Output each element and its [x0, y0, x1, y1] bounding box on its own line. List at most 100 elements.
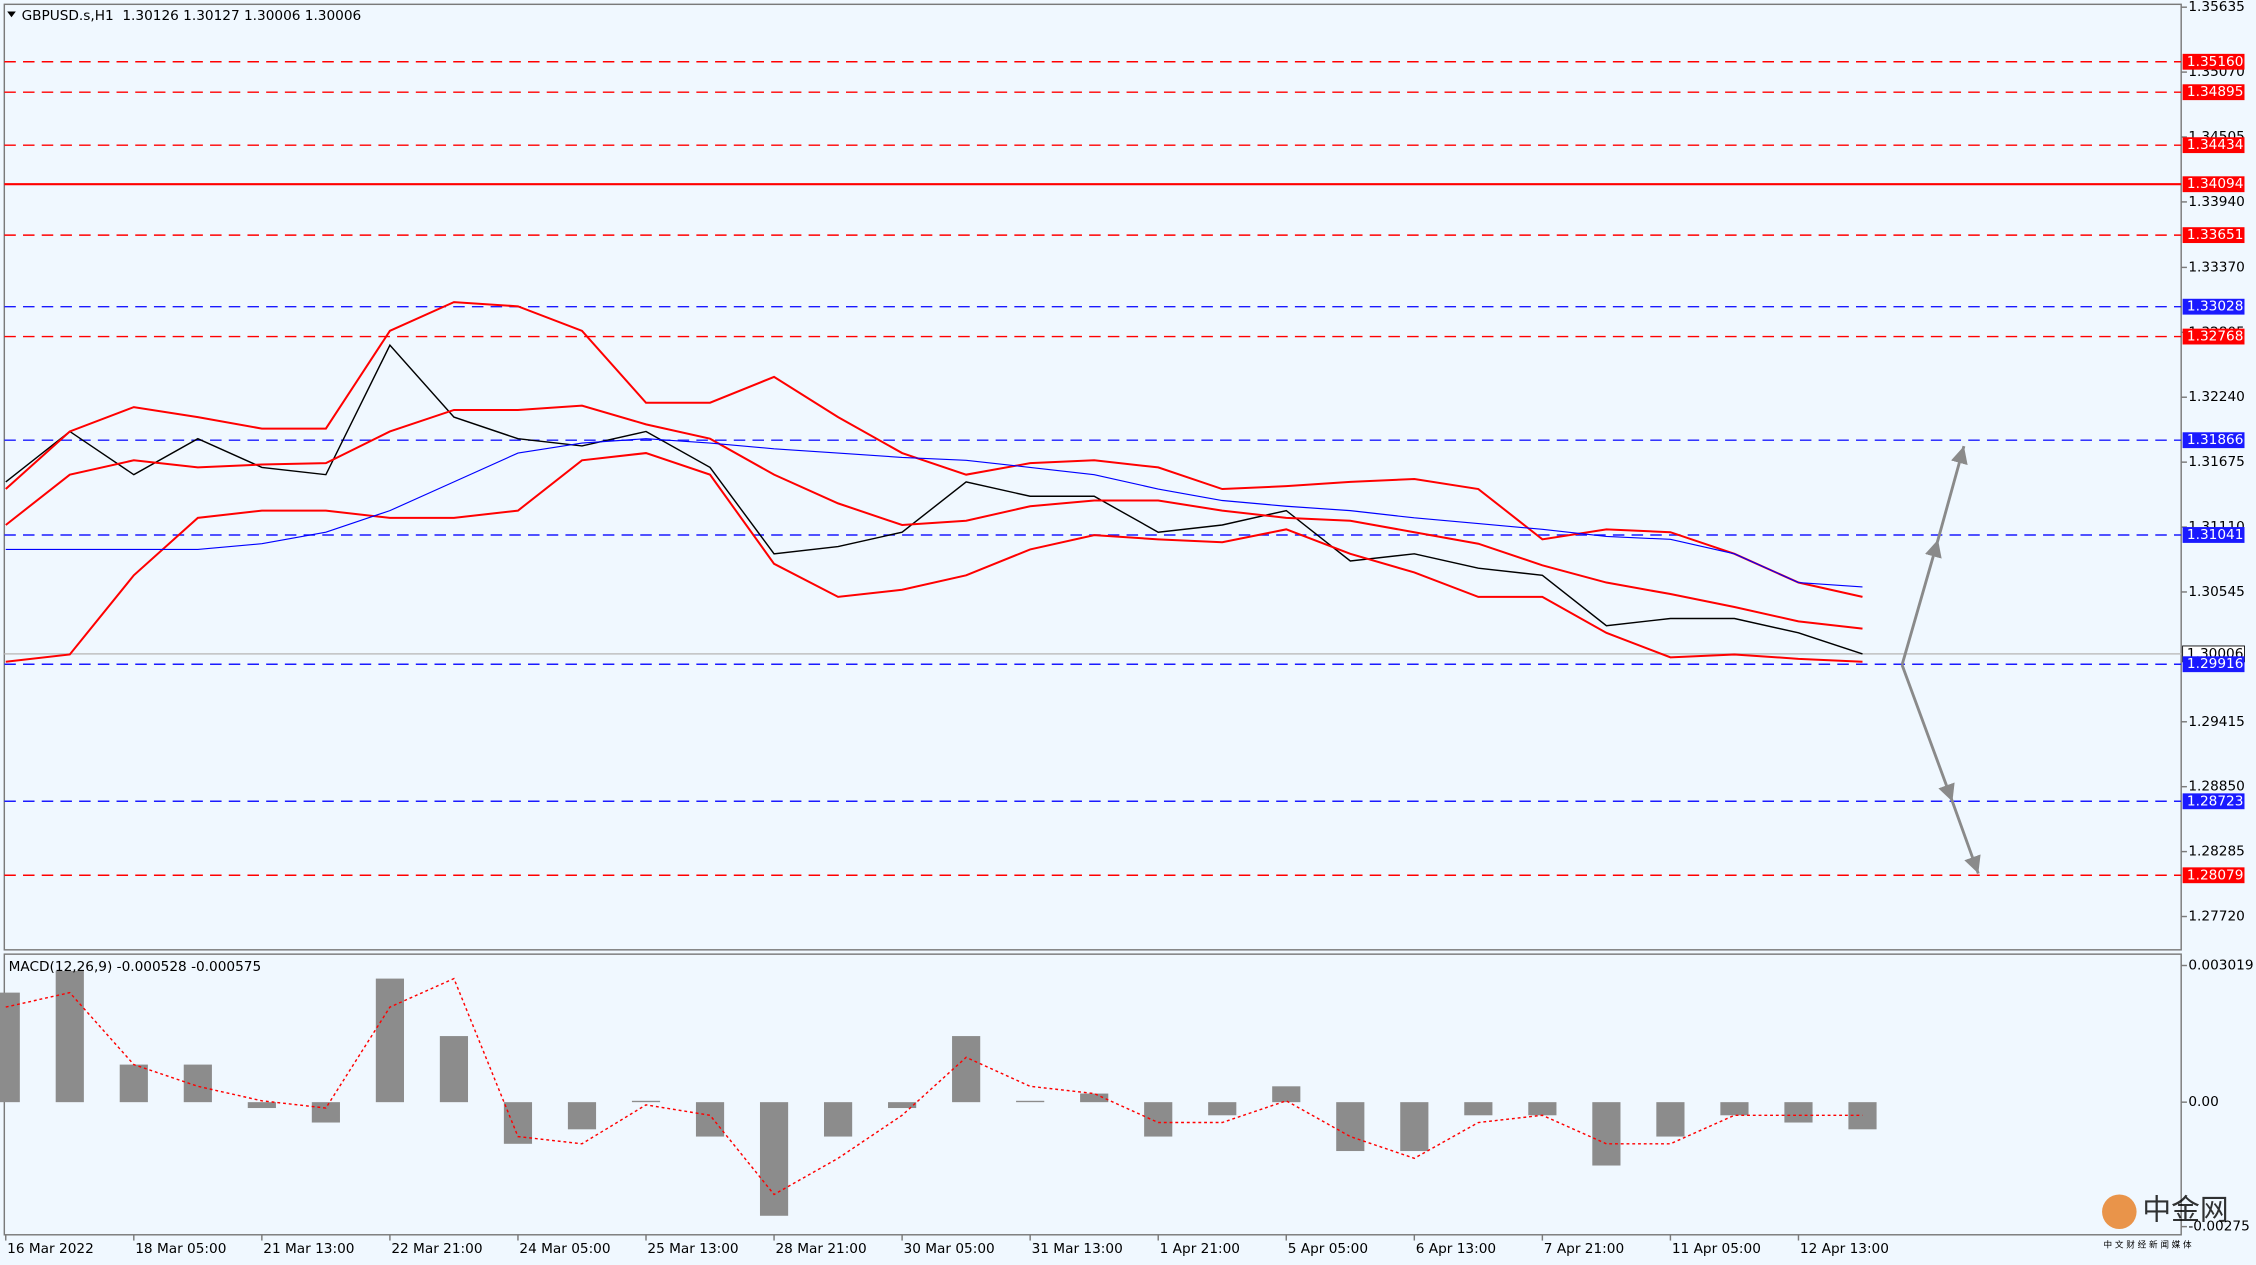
level-label-bg: [2182, 793, 2245, 810]
macd-bar: [567, 1102, 597, 1130]
macd-bar: [1720, 1102, 1749, 1116]
macd-panel: [0, 970, 1877, 1216]
macd-bar: [1208, 1102, 1237, 1116]
y-tick-label: 1.30545: [2188, 584, 2244, 600]
level-label: 1.32768: [2187, 329, 2243, 345]
level-label-bg: [2182, 867, 2245, 884]
y-tick-label: 1.28850: [2188, 779, 2244, 795]
level-label-bg: [2182, 176, 2245, 193]
y-tick-label: 1.27720: [2188, 909, 2244, 925]
level-label-bg: [2182, 527, 2245, 543]
level-label: 1.33651: [2187, 227, 2243, 243]
x-tick-label: 1 Apr 21:00: [1160, 1241, 1240, 1257]
macd-bar: [952, 1036, 981, 1103]
macd-bar: [1272, 1086, 1301, 1103]
series-line: [5, 301, 1863, 598]
y-tick-label: 0.003019: [2188, 958, 2253, 974]
macd-bar: [1528, 1102, 1557, 1116]
level-label-bg: [2182, 298, 2245, 315]
x-tick-label: 28 Mar 21:00: [776, 1241, 867, 1257]
level-label-bg: [2182, 432, 2245, 449]
level-label-bg: [2182, 84, 2245, 101]
macd-bar: [1144, 1102, 1173, 1137]
y-tick-label: 0.00: [2188, 1094, 2218, 1110]
y-tick-label: 1.28285: [2188, 844, 2244, 860]
x-tick-label: 31 Mar 13:00: [1032, 1241, 1123, 1257]
macd-title: MACD(12,26,9) -0.000528 -0.000575: [9, 959, 262, 975]
macd-bar: [1080, 1093, 1109, 1103]
y-tick-label: 1.29415: [2188, 714, 2244, 730]
y-tick-label: 1.31675: [2188, 454, 2244, 470]
y-tick-label: 1.33370: [2188, 259, 2244, 275]
level-label: 1.29916: [2187, 656, 2243, 672]
macd-bar: [1336, 1102, 1365, 1152]
level-label: 1.35160: [2187, 54, 2243, 70]
level-label-bg: [2182, 53, 2245, 70]
x-tick-label: 7 Apr 21:00: [1544, 1241, 1624, 1257]
macd-bar: [1464, 1102, 1493, 1116]
level-label-bg: [2182, 656, 2245, 673]
level-label: 1.34434: [2187, 137, 2243, 153]
macd-bar: [0, 992, 20, 1103]
y-tick-label: 1.32240: [2188, 389, 2244, 405]
macd-bar: [824, 1102, 853, 1137]
level-label: 1.28079: [2187, 867, 2243, 883]
series-line: [5, 404, 1863, 630]
down-arrow: [1900, 664, 1981, 875]
macd-bar: [1656, 1102, 1685, 1137]
y-tick-label: 1.35635: [2188, 0, 2244, 15]
collapse-icon: [7, 11, 16, 18]
macd-bar: [119, 1064, 148, 1103]
macd-bar: [503, 1102, 533, 1144]
macd-bar: [1784, 1102, 1813, 1123]
macd-bar: [1592, 1102, 1621, 1166]
level-label: 1.28723: [2187, 793, 2243, 809]
series-line: [5, 452, 1863, 663]
series-line: [5, 438, 1863, 588]
price-panel-frame: [3, 3, 2182, 951]
macd-bar: [631, 1100, 661, 1103]
x-tick-label: 22 Mar 21:00: [391, 1241, 482, 1257]
level-label: 1.33028: [2187, 299, 2243, 315]
level-label-bg: [2182, 137, 2245, 154]
macd-bar: [311, 1102, 340, 1123]
watermark-tagline: 中 文 财 经 新 闻 媒 体: [2103, 1238, 2192, 1250]
macd-bar: [439, 1036, 469, 1103]
level-label-bg: [2182, 328, 2245, 345]
level-label-bg: [2182, 227, 2245, 244]
y-tick-label: -0.00275: [2188, 1219, 2249, 1235]
x-tick-label: 24 Mar 05:00: [519, 1241, 610, 1257]
x-tick-label: 18 Mar 05:00: [135, 1241, 226, 1257]
macd-bar: [55, 970, 84, 1103]
macd-bar: [247, 1102, 276, 1109]
level-label: 1.31866: [2187, 432, 2243, 448]
x-tick-label: 6 Apr 13:00: [1416, 1241, 1496, 1257]
level-label: 1.34094: [2187, 176, 2243, 192]
up-arrow: [1900, 445, 1968, 666]
macd-bar: [695, 1102, 725, 1137]
watermark-text: 中金网: [2142, 1193, 2228, 1227]
y-tick-label: 1.33940: [2188, 194, 2244, 210]
x-tick-label: 12 Apr 13:00: [1800, 1241, 1889, 1257]
x-tick-label: 30 Mar 05:00: [904, 1241, 995, 1257]
macd-bar: [375, 978, 404, 1103]
series-line: [5, 343, 1863, 655]
watermark-logo: [2102, 1194, 2137, 1230]
axes: 1.356351.350701.345051.339401.333701.328…: [5, 0, 2254, 1257]
x-tick-label: 5 Apr 05:00: [1288, 1241, 1368, 1257]
macd-bar: [1400, 1102, 1429, 1152]
x-tick-label: 25 Mar 13:00: [647, 1241, 738, 1257]
price-title: GBPUSD.s,H1 1.30126 1.30127 1.30006 1.30…: [22, 8, 362, 24]
price-panel: [4, 61, 2182, 876]
x-tick-label: 21 Mar 13:00: [263, 1241, 354, 1257]
level-label: 1.34895: [2187, 84, 2243, 100]
series-line: [5, 977, 1863, 1196]
macd-bar: [888, 1102, 917, 1109]
macd-bar: [759, 1102, 789, 1216]
macd-bar: [1016, 1100, 1045, 1103]
level-label: 1.31041: [2187, 527, 2243, 543]
x-tick-label: 16 Mar 2022: [7, 1241, 94, 1257]
x-tick-label: 11 Apr 05:00: [1672, 1241, 1761, 1257]
